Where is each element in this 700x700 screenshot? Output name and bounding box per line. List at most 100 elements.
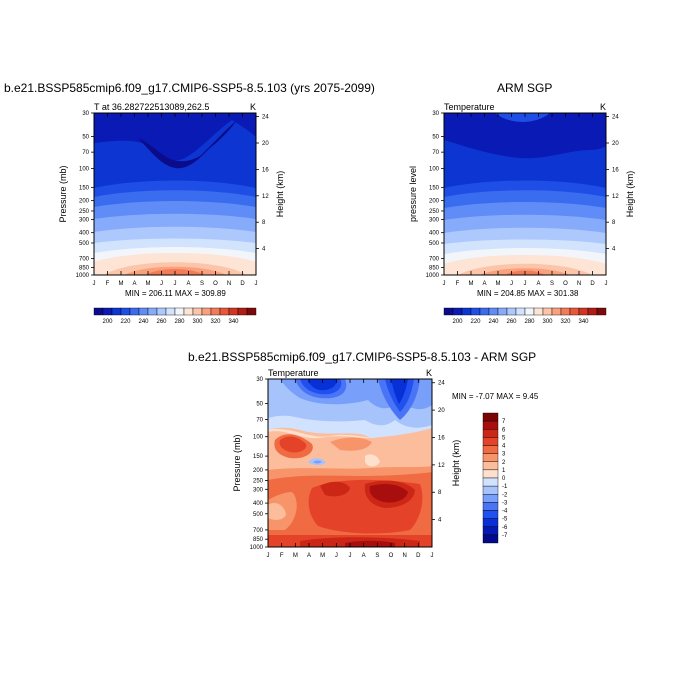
observed-temperature-field <box>444 113 606 275</box>
colorbar-swatch <box>515 307 526 316</box>
observed-chart-title: ARM SGP <box>497 81 553 95</box>
x-tick-label: F <box>456 281 460 287</box>
colorbar-swatch <box>461 307 472 316</box>
y-axis-title: Pressure (mb) <box>58 165 68 222</box>
x-tick-label: S <box>375 553 379 559</box>
x-tick-label: M <box>293 553 298 559</box>
colorbar-swatch <box>470 307 481 316</box>
colorbar-swatch <box>147 307 158 316</box>
colorbar-swatch <box>192 307 203 316</box>
colorbar-tick-label: 200 <box>452 319 463 325</box>
colorbar-tick-label: 340 <box>228 319 239 325</box>
pressure-tick-label: 1000 <box>76 273 90 279</box>
units-label: K <box>250 102 256 112</box>
diff-colorbar-swatch <box>482 494 499 503</box>
diff-colorbar-swatch <box>482 420 499 430</box>
colorbar-tick-label: 260 <box>156 319 167 325</box>
x-tick-label: J <box>349 553 352 559</box>
colorbar-tick-label: 280 <box>524 319 535 325</box>
diff-colorbar-tick-label: 1 <box>502 468 506 474</box>
pressure-tick-label: 100 <box>79 167 90 173</box>
colorbar-tick-label: 320 <box>560 319 571 325</box>
panel-observed: J F M A M J J A S O N D J 30 50 70 100 150 200 250 300 400 500… <box>408 102 635 287</box>
diff-colorbar-tick-label: 4 <box>502 444 506 450</box>
pressure-tick-label: 400 <box>253 501 264 507</box>
height-tick-label: 20 <box>262 141 269 147</box>
x-tick-label: J <box>160 281 163 287</box>
colorbar-swatch <box>129 307 140 316</box>
pressure-tick-label: 1000 <box>250 545 264 551</box>
pressure-tick-label: 300 <box>253 487 264 493</box>
pressure-tick-label: 30 <box>82 111 89 117</box>
colorbar-swatch <box>219 307 230 316</box>
colorbar-swatch <box>210 307 221 316</box>
colorbar-swatch <box>165 307 176 316</box>
colorbar-swatch <box>578 307 589 316</box>
colorbar-swatch <box>488 307 499 316</box>
colorbar-swatch <box>183 307 194 316</box>
colorbar-tick-label: 220 <box>470 319 481 325</box>
diff-colorbar-tick-label: 6 <box>502 427 506 433</box>
pressure-tick-label: 300 <box>429 217 440 223</box>
pressure-tick-label: 150 <box>429 185 440 191</box>
height-tick-label: 16 <box>262 167 269 173</box>
x-tick-label: O <box>213 281 218 287</box>
pressure-tick-label: 500 <box>253 512 264 518</box>
colorbar-swatch <box>497 307 508 316</box>
pressure-tick-label: 300 <box>79 217 90 223</box>
x-tick-label: A <box>536 281 540 287</box>
x-tick-label: M <box>119 281 124 287</box>
pressure-tick-label: 100 <box>253 435 264 441</box>
colorbar-tick-label: 320 <box>210 319 221 325</box>
x-tick-label: F <box>280 553 284 559</box>
difference-minmax: MIN = -7.07 MAX = 9.45 <box>452 392 539 401</box>
pressure-tick-label: 250 <box>253 479 264 485</box>
pressure-tick-label: 50 <box>82 135 89 141</box>
colorbar-swatch <box>246 307 257 316</box>
colorbar-tick-label: 300 <box>192 319 203 325</box>
y-axis-title: Pressure (mb) <box>232 434 242 491</box>
diff-colorbar-tick-label: -6 <box>502 525 508 531</box>
pressure-tick-label: 250 <box>429 209 440 215</box>
colorbar-swatch <box>237 307 248 316</box>
difference-chart-title: b.e21.BSSP585cmip6.f09_g17.CMIP6-SSP5-8.… <box>188 350 537 364</box>
colorbar-swatch <box>138 307 149 316</box>
diff-colorbar-swatch <box>482 534 499 544</box>
height-tick-label: 4 <box>262 247 266 253</box>
model-chart-title: b.e21.BSSP585cmip6.f09_g17.CMIP6-SSP5-8.… <box>4 81 375 95</box>
colorbar-tick-label: 280 <box>174 319 185 325</box>
x-tick-label: M <box>320 553 325 559</box>
colorbar-tick-label: 200 <box>102 319 113 325</box>
height-tick-label: 20 <box>612 141 619 147</box>
pressure-tick-label: 700 <box>79 257 90 263</box>
x-tick-label: M <box>146 281 151 287</box>
pressure-tick-label: 70 <box>82 150 89 156</box>
diff-colorbar-swatch <box>482 518 499 527</box>
diff-colorbar-tick-label: -5 <box>502 517 508 523</box>
diff-colorbar-swatch <box>482 461 499 471</box>
colorbar-swatch <box>479 307 490 316</box>
colorbar-tick-label: 340 <box>578 319 589 325</box>
height-tick-label: 24 <box>262 115 269 121</box>
x-tick-label: J <box>605 281 608 287</box>
diff-colorbar-tick-label: -2 <box>502 492 508 498</box>
diff-colorbar-tick-label: 7 <box>502 419 506 425</box>
pressure-tick-label: 400 <box>429 231 440 237</box>
diff-colorbar-swatch <box>482 445 499 454</box>
x-tick-label: A <box>482 281 486 287</box>
diff-colorbar-swatch <box>482 412 499 422</box>
x-tick-label: O <box>563 281 568 287</box>
x-tick-label: D <box>416 553 421 559</box>
colorbar-swatch <box>111 307 122 316</box>
pressure-tick-label: 850 <box>79 265 90 271</box>
x-tick-label: N <box>227 281 231 287</box>
field-label: Temperature <box>268 368 319 378</box>
field-label: Temperature <box>444 102 495 112</box>
pressure-tick-label: 850 <box>429 265 440 271</box>
y-axis-title-right: Height (km) <box>625 171 635 218</box>
colorbar-swatch <box>533 307 544 316</box>
height-tick-label: 16 <box>438 435 445 441</box>
x-tick-label: J <box>510 281 513 287</box>
height-tick-label: 8 <box>262 220 266 226</box>
